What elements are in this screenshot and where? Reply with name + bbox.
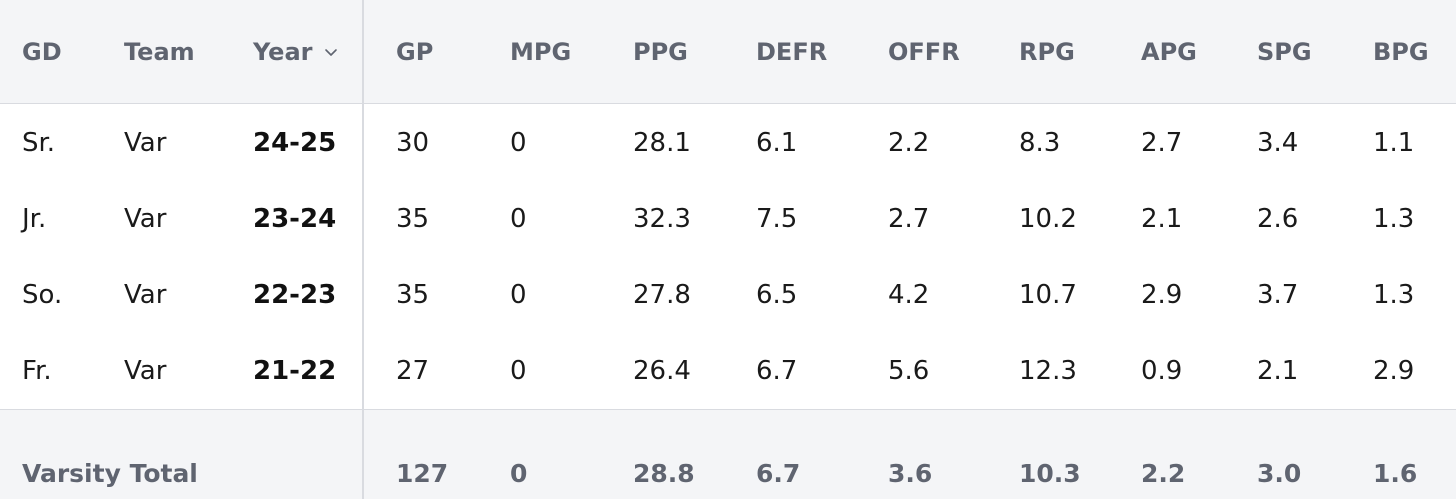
cell-offr: 5.6 [888,356,930,386]
cell-bpg: 2.9 [1373,356,1415,386]
cell-bpg: 1.1 [1373,128,1415,158]
cell-mpg: 0 [510,356,527,386]
cell-defr: 7.5 [756,204,798,234]
total-rpg: 10.3 [1019,458,1081,488]
table-row: So. Var 22-23 35 0 27.8 6.5 4.2 10.7 2.9… [0,257,1456,333]
header-offr[interactable]: OFFR [888,37,960,66]
cell-apg: 2.7 [1141,128,1183,158]
cell-year: 22-23 [253,280,337,310]
cell-rpg: 8.3 [1019,128,1061,158]
cell-spg: 2.1 [1257,356,1299,386]
cell-mpg: 0 [510,280,527,310]
cell-gp: 27 [396,356,430,386]
cell-ppg: 28.1 [633,128,691,158]
cell-spg: 2.6 [1257,204,1299,234]
cell-ppg: 32.3 [633,204,691,234]
header-bpg[interactable]: BPG [1373,37,1429,66]
table-row: Sr. Var 24-25 30 0 28.1 6.1 2.2 8.3 2.7 … [0,105,1456,181]
header-defr[interactable]: DEFR [756,37,828,66]
cell-defr: 6.7 [756,356,798,386]
cell-apg: 2.1 [1141,204,1183,234]
cell-offr: 2.2 [888,128,930,158]
column-divider [362,0,364,499]
table-header-row: GD Team Year GP MPG PPG DEFR OFFR RPG AP… [0,0,1456,104]
cell-mpg: 0 [510,128,527,158]
cell-spg: 3.4 [1257,128,1299,158]
cell-defr: 6.1 [756,128,798,158]
header-gp[interactable]: GP [396,37,434,66]
cell-team: Var [124,356,167,386]
cell-bpg: 1.3 [1373,280,1415,310]
total-label: Varsity Total [22,458,198,488]
table-total-row: Varsity Total 127 0 28.8 6.7 3.6 10.3 2.… [0,409,1456,499]
total-gp: 127 [396,458,449,488]
cell-apg: 2.9 [1141,280,1183,310]
header-year[interactable]: Year [253,0,338,103]
header-year-label: Year [253,37,313,66]
cell-gp: 35 [396,204,430,234]
cell-gd: Sr. [22,128,56,158]
cell-defr: 6.5 [756,280,798,310]
cell-gp: 35 [396,280,430,310]
cell-team: Var [124,280,167,310]
cell-year: 24-25 [253,128,337,158]
cell-team: Var [124,128,167,158]
table-row: Jr. Var 23-24 35 0 32.3 7.5 2.7 10.2 2.1… [0,181,1456,257]
cell-year: 23-24 [253,204,337,234]
header-gd[interactable]: GD [22,37,62,66]
cell-gp: 30 [396,128,430,158]
cell-gd: Jr. [22,204,47,234]
cell-offr: 2.7 [888,204,930,234]
cell-offr: 4.2 [888,280,930,310]
header-rpg[interactable]: RPG [1019,37,1075,66]
cell-mpg: 0 [510,204,527,234]
cell-ppg: 26.4 [633,356,691,386]
cell-rpg: 12.3 [1019,356,1077,386]
total-apg: 2.2 [1141,458,1186,488]
cell-year: 21-22 [253,356,337,386]
chevron-down-icon [324,45,338,59]
cell-spg: 3.7 [1257,280,1299,310]
total-offr: 3.6 [888,458,933,488]
total-ppg: 28.8 [633,458,695,488]
total-mpg: 0 [510,458,528,488]
cell-apg: 0.9 [1141,356,1183,386]
header-team[interactable]: Team [124,37,195,66]
total-bpg: 1.6 [1373,458,1418,488]
total-defr: 6.7 [756,458,801,488]
cell-gd: Fr. [22,356,52,386]
cell-rpg: 10.7 [1019,280,1077,310]
cell-team: Var [124,204,167,234]
cell-gd: So. [22,280,63,310]
header-apg[interactable]: APG [1141,37,1197,66]
total-spg: 3.0 [1257,458,1302,488]
cell-rpg: 10.2 [1019,204,1077,234]
header-mpg[interactable]: MPG [510,37,572,66]
cell-ppg: 27.8 [633,280,691,310]
header-spg[interactable]: SPG [1257,37,1312,66]
cell-bpg: 1.3 [1373,204,1415,234]
header-ppg[interactable]: PPG [633,37,688,66]
table-row: Fr. Var 21-22 27 0 26.4 6.7 5.6 12.3 0.9… [0,333,1456,409]
